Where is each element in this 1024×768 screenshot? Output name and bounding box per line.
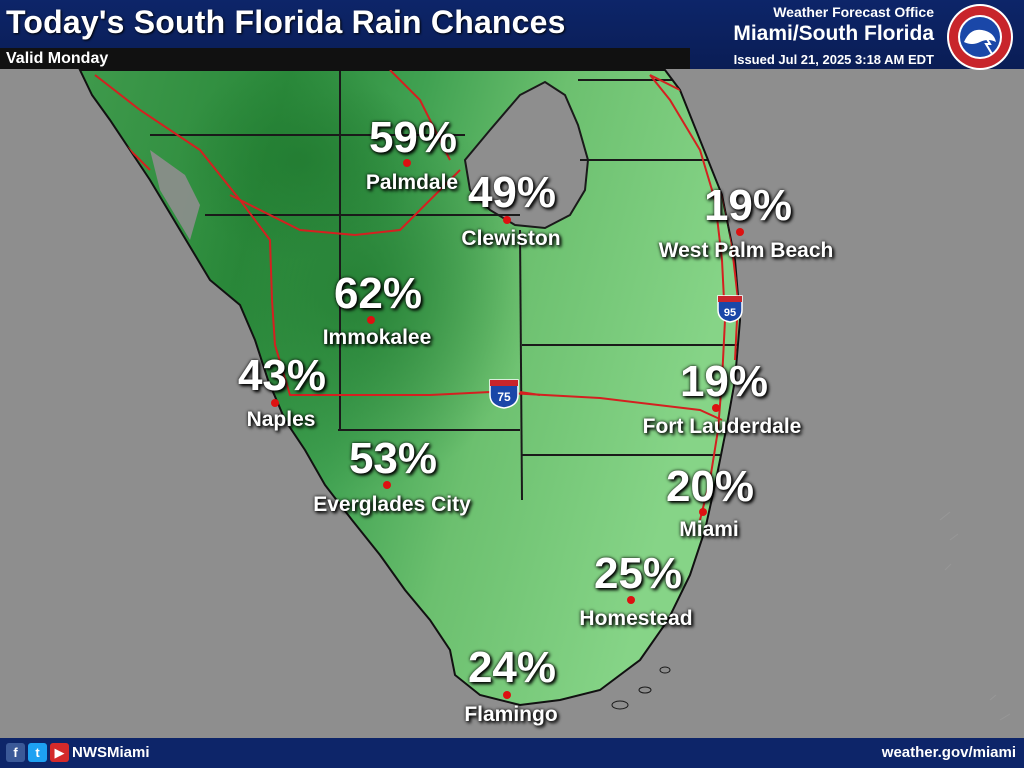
city-label-palmdale: Palmdale [365, 171, 459, 194]
rain-chance-naples: 43% [237, 351, 327, 400]
land-area [80, 70, 740, 705]
page-title: Today's South Florida Rain Chances [6, 4, 566, 40]
city-label-naples: Naples [246, 408, 316, 431]
twitter-icon[interactable]: t [28, 743, 47, 762]
city-label-everglades-city: Everglades City [313, 493, 471, 516]
youtube-icon[interactable]: ▶ [50, 743, 69, 762]
location-dot-naples [271, 399, 279, 407]
city-label-immokalee: Immokalee [322, 326, 432, 349]
issued-timestamp: Issued Jul 21, 2025 3:18 AM EDT [733, 52, 934, 67]
location-dot-fort-lauderdale [712, 404, 720, 412]
city-label-flamingo: Flamingo [464, 703, 558, 726]
rain-chance-palmdale: 59% [368, 113, 458, 162]
rain-chance-clewiston: 49% [467, 168, 557, 217]
office-name: Miami/South Florida [733, 22, 934, 45]
location-dot-miami [699, 508, 707, 516]
city-label-west-palm-beach: West Palm Beach [658, 239, 834, 262]
svg-text:95: 95 [724, 307, 736, 319]
city-label-homestead: Homestead [579, 607, 693, 630]
rain-chance-everglades-city: 53% [348, 434, 438, 483]
interstate-95-shield: 95 [717, 295, 743, 323]
facebook-icon[interactable]: f [6, 743, 25, 762]
location-dot-clewiston [503, 216, 511, 224]
city-label-fort-lauderdale: Fort Lauderdale [642, 415, 802, 438]
website-link[interactable]: weather.gov/miami [881, 744, 1016, 761]
rain-chance-immokalee: 62% [333, 269, 423, 318]
city-label-clewiston: Clewiston [461, 227, 561, 250]
location-dot-palmdale [403, 159, 411, 167]
rain-chance-miami: 20% [665, 462, 755, 511]
county-lines [150, 70, 740, 501]
location-dot-everglades-city [383, 481, 391, 489]
social-icons: f t ▶ [6, 743, 69, 762]
city-label-miami: Miami [679, 518, 739, 541]
rain-chance-fort-lauderdale: 19% [679, 357, 769, 406]
nws-logo-icon [947, 4, 1013, 70]
lake-okeechobee [463, 80, 590, 230]
social-handle: NWSMiami [72, 744, 150, 761]
rain-chance-flamingo: 24% [467, 643, 557, 692]
valid-day-label: Valid Monday [0, 48, 690, 69]
location-dot-immokalee [367, 316, 375, 324]
svg-text:75: 75 [497, 390, 511, 404]
location-dot-flamingo [503, 691, 511, 699]
interstate-75-shield: 75 [489, 379, 519, 409]
location-dot-homestead [627, 596, 635, 604]
header-bar: Today's South Florida Rain Chances Valid… [0, 0, 1024, 70]
office-label: Weather Forecast Office [773, 4, 934, 20]
rain-chance-homestead: 25% [593, 549, 683, 598]
location-dot-west-palm-beach [736, 228, 744, 236]
footer-bar: f t ▶ NWSMiami weather.gov/miami [0, 738, 1024, 768]
rain-chance-west-palm-beach: 19% [703, 181, 793, 230]
florida-keys [611, 666, 671, 710]
